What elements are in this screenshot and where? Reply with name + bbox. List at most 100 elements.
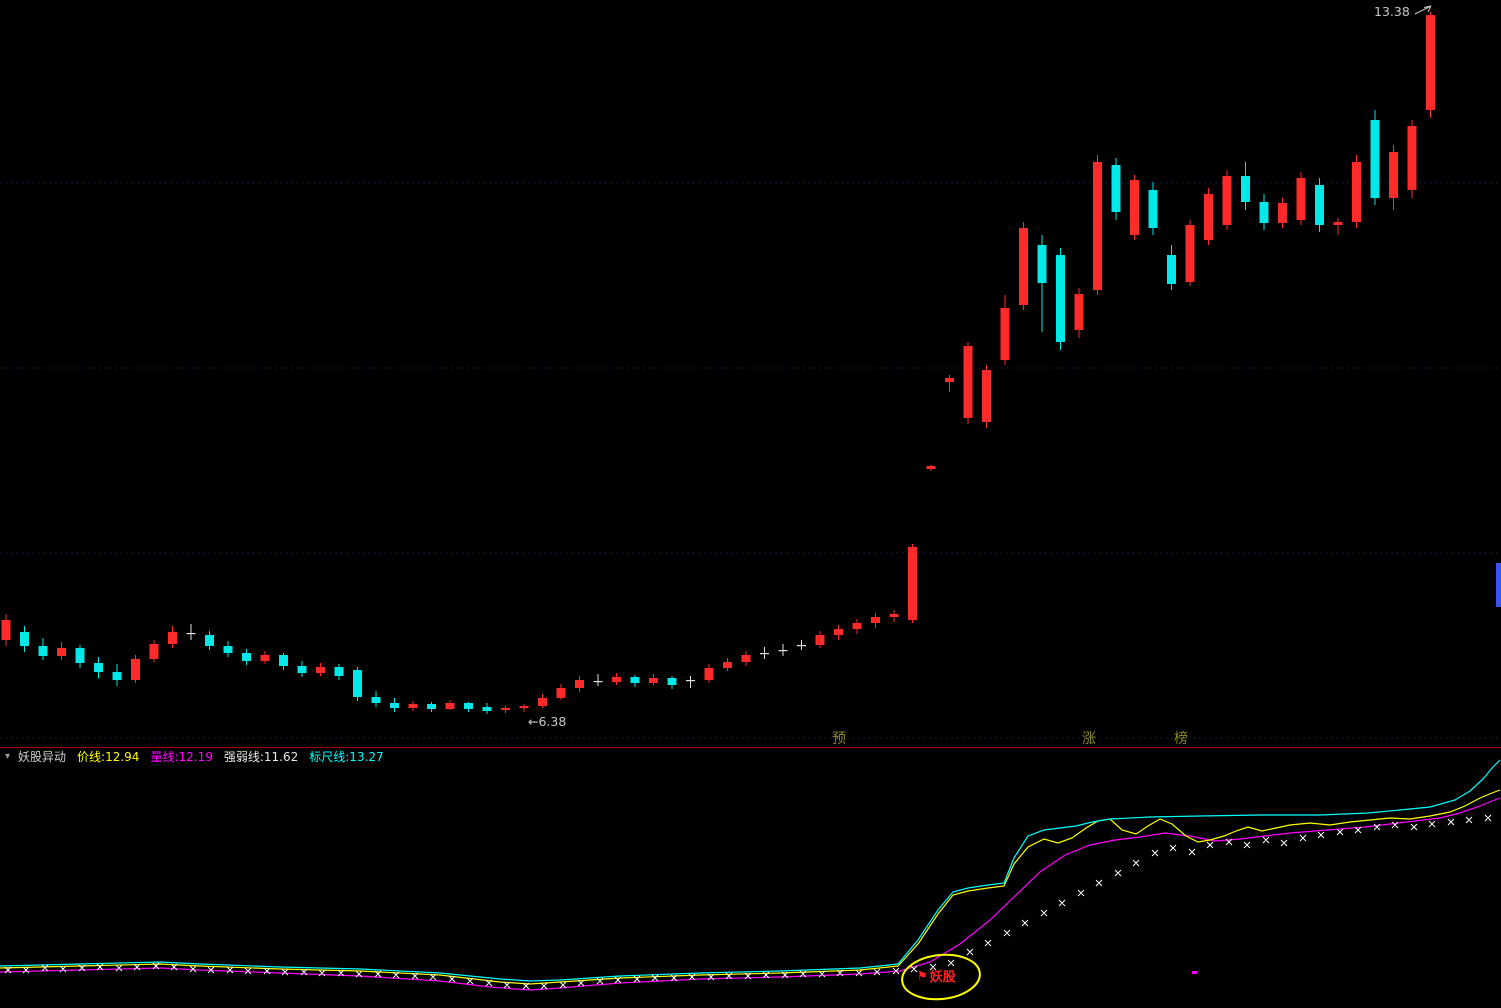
candle xyxy=(741,651,751,666)
candle xyxy=(1222,170,1232,230)
signal-label: ⚑ 妖股 xyxy=(917,966,956,986)
candle xyxy=(945,375,954,392)
indicator-field-strength-line: 强弱线:11.62 xyxy=(223,750,299,764)
high-arrow-icon xyxy=(1414,5,1432,15)
candle xyxy=(852,619,862,634)
signal-circle xyxy=(901,953,981,1001)
candle xyxy=(205,631,214,650)
candle xyxy=(686,676,695,688)
candle xyxy=(445,700,455,710)
candle xyxy=(778,644,788,656)
candle xyxy=(667,676,677,689)
candle xyxy=(501,706,510,713)
watermark-char: 预 xyxy=(832,731,846,747)
candle xyxy=(575,676,584,692)
candle xyxy=(593,674,603,686)
indicator-field-volume-line: 量线:12.19 xyxy=(150,750,213,764)
candle xyxy=(1056,248,1065,350)
candle xyxy=(1185,220,1195,286)
candle xyxy=(834,625,843,640)
candle xyxy=(242,649,251,665)
candle xyxy=(464,702,473,712)
candle xyxy=(1130,175,1139,240)
candle xyxy=(371,691,381,707)
candle xyxy=(94,657,103,678)
candle xyxy=(131,655,140,683)
candle xyxy=(908,544,917,623)
candle xyxy=(1389,145,1398,210)
high-price-label: 13.38 xyxy=(1374,4,1410,19)
candle xyxy=(1,614,11,646)
candle xyxy=(1019,222,1028,310)
candle xyxy=(556,684,566,700)
candle xyxy=(279,653,288,670)
candle xyxy=(316,663,325,676)
candle xyxy=(1426,12,1435,118)
candle xyxy=(982,365,991,428)
candle xyxy=(1333,218,1343,235)
price-line xyxy=(0,789,1501,985)
candle xyxy=(1370,110,1380,205)
signal-flag-icon: ⚑ xyxy=(917,968,928,983)
candle xyxy=(186,624,196,640)
candle xyxy=(297,661,307,677)
candle xyxy=(649,674,658,685)
candle xyxy=(926,465,936,471)
magenta-signal-dash xyxy=(1192,971,1197,974)
candle xyxy=(1093,155,1102,295)
candle xyxy=(723,658,732,671)
candle xyxy=(334,664,344,680)
candle xyxy=(1000,295,1010,365)
candle xyxy=(390,698,399,712)
scrollbar-thumb[interactable] xyxy=(1496,563,1501,607)
candle xyxy=(760,647,769,659)
candle xyxy=(1111,158,1121,220)
low-price-label: ←6.38 xyxy=(528,714,566,729)
indicator-title: 妖股异动 xyxy=(18,750,67,764)
watermark-char: 涨 xyxy=(1082,731,1096,747)
watermark-char: 榜 xyxy=(1174,730,1188,747)
candle xyxy=(168,626,177,648)
candle xyxy=(1315,178,1324,232)
candle xyxy=(815,631,825,648)
candle xyxy=(1296,172,1306,225)
candle xyxy=(1241,162,1250,210)
candle xyxy=(1278,198,1287,228)
candle xyxy=(1167,245,1176,290)
panel-divider xyxy=(0,747,1501,748)
candle xyxy=(149,640,159,662)
indicator-field-price-line: 价线:12.94 xyxy=(77,750,140,764)
strength-marks xyxy=(4,814,1492,990)
candle xyxy=(223,641,233,657)
indicator-header: ▾ 妖股异动 价线:12.94 量线:12.19 强弱线:11.62 标尺线:1… xyxy=(5,750,384,764)
candle xyxy=(427,702,436,712)
candle xyxy=(1037,235,1047,332)
candle xyxy=(1148,182,1158,235)
candle xyxy=(797,640,806,650)
candle xyxy=(889,610,899,622)
candle xyxy=(57,642,66,660)
volume-line xyxy=(0,797,1501,991)
candle xyxy=(75,645,85,668)
candle xyxy=(38,638,48,660)
ruler-line xyxy=(0,759,1501,982)
signal-text: 妖股 xyxy=(929,970,956,985)
candle xyxy=(260,651,270,664)
candle xyxy=(1407,120,1417,198)
candle xyxy=(1259,194,1269,230)
candle xyxy=(630,675,640,687)
collapse-icon[interactable]: ▾ xyxy=(5,751,11,762)
candle xyxy=(612,673,621,685)
candle xyxy=(538,694,547,708)
candle xyxy=(963,342,973,424)
candle xyxy=(704,664,714,683)
candle xyxy=(112,664,122,686)
indicator-field-ruler-line: 标尺线:13.27 xyxy=(309,750,384,764)
candle xyxy=(482,703,492,714)
candle xyxy=(408,701,418,711)
candle xyxy=(1074,288,1084,338)
candle xyxy=(20,626,29,652)
candle xyxy=(519,704,529,712)
